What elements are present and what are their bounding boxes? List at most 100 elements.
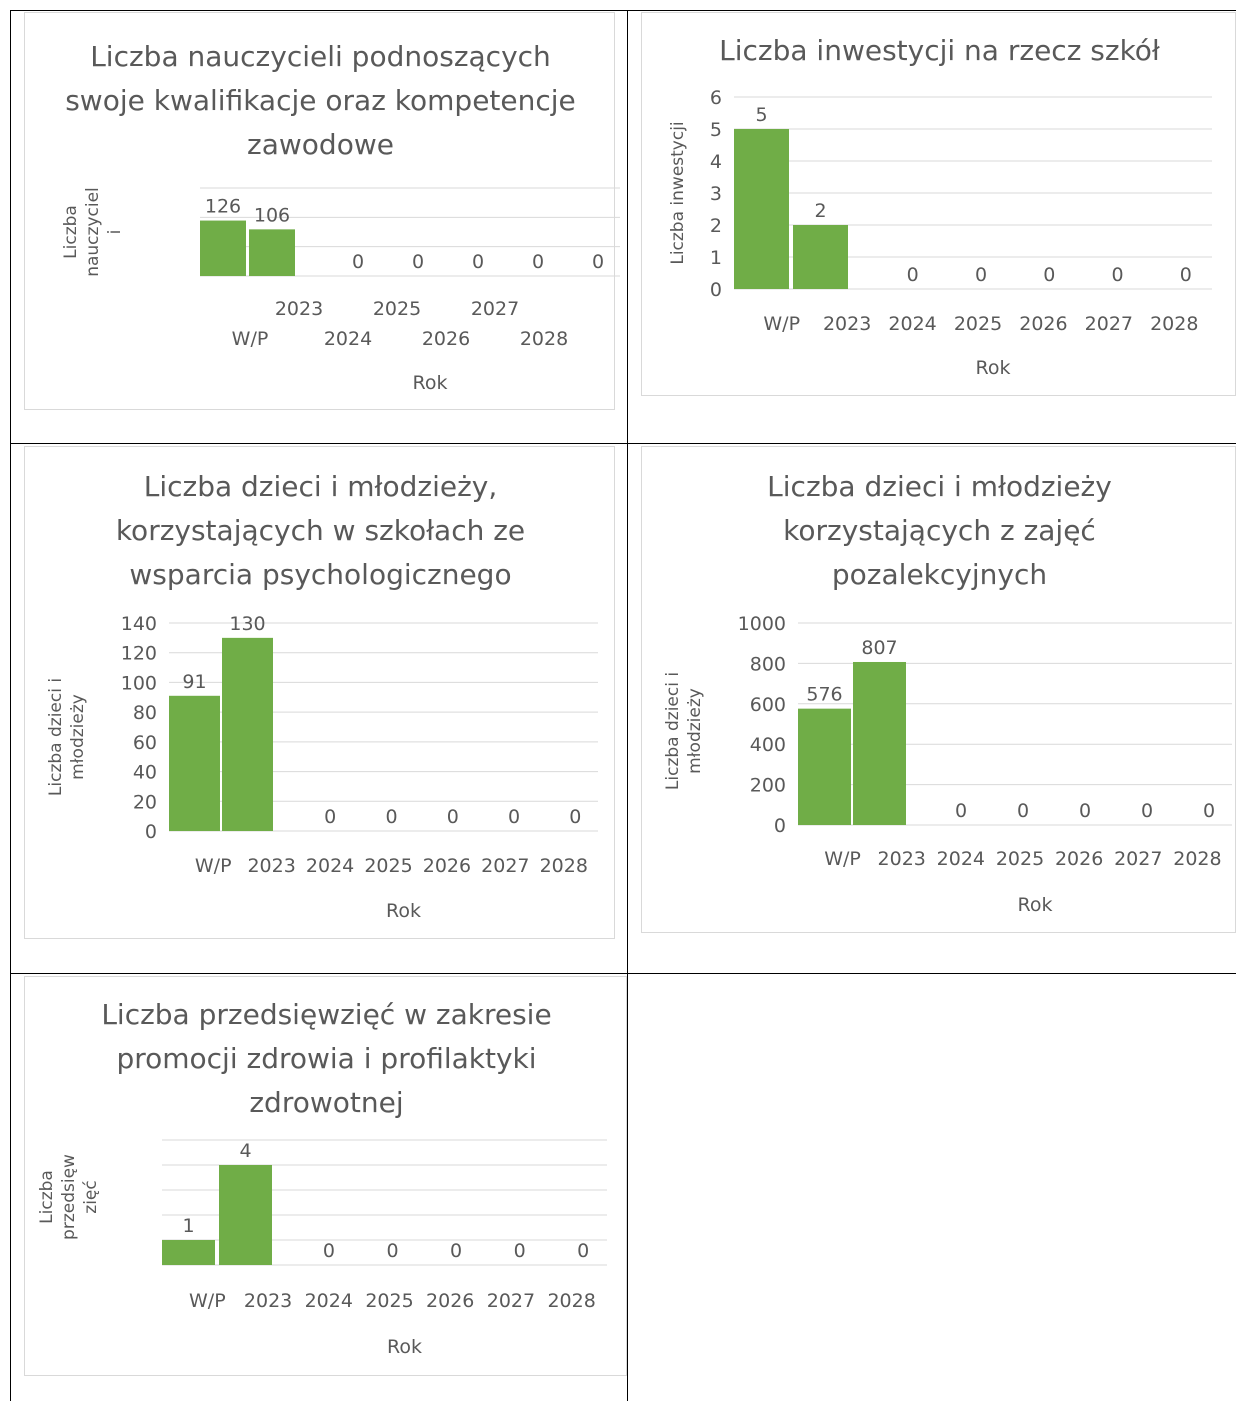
y-axis-label-line: Liczba inwestycji <box>668 121 688 264</box>
x-tick-label: 2026 <box>423 855 471 877</box>
x-tick-label: 2023 <box>247 855 295 877</box>
x-axis-label: Rok <box>976 357 1011 379</box>
x-tick-label: 2028 <box>547 1290 595 1312</box>
bar <box>249 229 295 276</box>
chart-panel-health-promotion: Liczba przedsięwzięć w zakresie promocji… <box>24 976 627 1376</box>
y-tick-label: 80 <box>133 702 157 724</box>
data-label: 0 <box>324 806 336 828</box>
x-tick-label: 2028 <box>1173 848 1221 870</box>
x-tick-label: 2025 <box>365 1290 413 1312</box>
x-tick-label: 2027 <box>481 855 529 877</box>
y-axis-label-line: Liczba <box>37 1170 57 1224</box>
x-tick-label: 2027 <box>471 298 519 320</box>
x-tick-label: 2028 <box>1150 313 1198 335</box>
x-tick-label: 2026 <box>422 328 470 350</box>
y-tick-label: 800 <box>750 653 786 675</box>
y-axis-label: Liczba inwestycji <box>668 121 688 264</box>
y-tick-label: 3 <box>710 183 722 205</box>
data-label: 4 <box>239 1140 251 1162</box>
bar <box>162 1240 215 1265</box>
data-label: 130 <box>229 613 265 635</box>
x-tick-label: 2025 <box>954 313 1002 335</box>
x-axis-label: Rok <box>413 372 448 394</box>
data-label: 0 <box>508 806 520 828</box>
data-label: 0 <box>386 1240 398 1262</box>
x-tick-label: W/P <box>195 855 232 877</box>
y-axis-label-line: nauczyciel <box>83 187 103 277</box>
y-axis-label: Liczba nauczyciel i <box>61 187 125 277</box>
data-label: 0 <box>1043 264 1055 286</box>
y-axis-label-line: zięć <box>81 1180 101 1213</box>
y-tick-label: 6 <box>710 87 722 109</box>
y-tick-label: 140 <box>121 613 157 635</box>
x-tick-label: 2027 <box>1114 848 1162 870</box>
data-label: 0 <box>532 251 544 273</box>
x-tick-label: 2024 <box>324 328 372 350</box>
data-label: 0 <box>514 1240 526 1262</box>
x-tick-label: 2026 <box>1055 848 1103 870</box>
data-label: 0 <box>1203 800 1215 822</box>
y-tick-label: 1 <box>710 247 722 269</box>
y-axis-label-line: Liczba dzieci i <box>663 672 683 790</box>
y-tick-label: 120 <box>121 643 157 665</box>
bar <box>222 637 273 831</box>
bar-chart: 0 200 400 600 800 1000 576 807 0 0 0 0 0 W/P 2023 2024 2… <box>663 613 1232 916</box>
bar <box>793 225 848 289</box>
y-tick-label: 5 <box>710 119 722 141</box>
chart-title: Liczba nauczycieli podnoszących swoje kw… <box>65 40 576 161</box>
data-label: 807 <box>861 637 897 659</box>
y-tick-label: 1000 <box>738 613 786 635</box>
x-tick-label: 2025 <box>364 855 412 877</box>
data-label: 0 <box>447 806 459 828</box>
y-tick-label: 4 <box>710 151 722 173</box>
data-label: 0 <box>472 251 484 273</box>
x-tick-label: 2023 <box>244 1290 292 1312</box>
data-label: 0 <box>412 251 424 273</box>
x-tick-label: 2023 <box>823 313 871 335</box>
x-tick-label: 2024 <box>888 313 936 335</box>
x-tick-label: W/P <box>824 848 861 870</box>
x-tick-label: 2027 <box>487 1290 535 1312</box>
x-tick-label: 2028 <box>520 328 568 350</box>
table-border-row2 <box>10 973 1236 974</box>
data-label: 91 <box>182 671 206 693</box>
y-axis-label-line: Liczba dzieci i <box>46 678 66 796</box>
data-label: 0 <box>577 1240 589 1262</box>
y-axis-label-line: przedsięw <box>59 1154 79 1240</box>
x-tick-label: 2023 <box>275 298 323 320</box>
data-label: 576 <box>806 684 842 706</box>
x-tick-label: 2026 <box>1019 313 1067 335</box>
data-label: 0 <box>569 806 581 828</box>
data-label: 0 <box>352 251 364 273</box>
bar <box>219 1165 272 1265</box>
data-label: 0 <box>1017 800 1029 822</box>
chart-panel-psychological-support: Liczba dzieci i młodzieży, korzystającyc… <box>24 446 615 939</box>
bar <box>200 220 246 276</box>
data-label: 0 <box>1112 264 1124 286</box>
table-border-middle <box>627 10 628 1401</box>
data-label: 0 <box>1141 800 1153 822</box>
data-label: 0 <box>385 806 397 828</box>
chart-panel-extracurricular: Liczba dzieci i młodzieży korzystających… <box>641 446 1236 933</box>
y-tick-label: 60 <box>133 732 157 754</box>
data-label: 0 <box>592 251 604 273</box>
y-tick-label: 2 <box>710 215 722 237</box>
data-label: 0 <box>907 264 919 286</box>
x-tick-label: 2028 <box>540 855 588 877</box>
data-label: 0 <box>1180 264 1192 286</box>
x-tick-label: W/P <box>763 313 800 335</box>
chart-title: Liczba dzieci i młodzieży, korzystającyc… <box>115 470 526 591</box>
data-label: 2 <box>814 200 826 222</box>
x-axis-label: Rok <box>1018 894 1053 916</box>
table-border-top <box>10 10 1236 11</box>
y-tick-label: 20 <box>133 791 157 813</box>
x-tick-label: W/P <box>232 328 269 350</box>
bar-chart: 0 20 40 60 80 100 120 140 91 130 0 0 0 0 0 W/P 2023 2024 2… <box>46 613 598 922</box>
bar-chart: 0 1 2 3 4 5 6 5 2 0 0 0 0 0 W/P 2023 2024 2025 2026 2027 202… <box>668 87 1212 379</box>
data-label: 5 <box>755 104 767 126</box>
x-tick-label: 2026 <box>426 1290 474 1312</box>
y-axis-label-line: młodzieży <box>68 694 88 780</box>
data-label: 0 <box>1079 800 1091 822</box>
y-tick-label: 200 <box>750 775 786 797</box>
y-tick-label: 0 <box>145 821 157 843</box>
